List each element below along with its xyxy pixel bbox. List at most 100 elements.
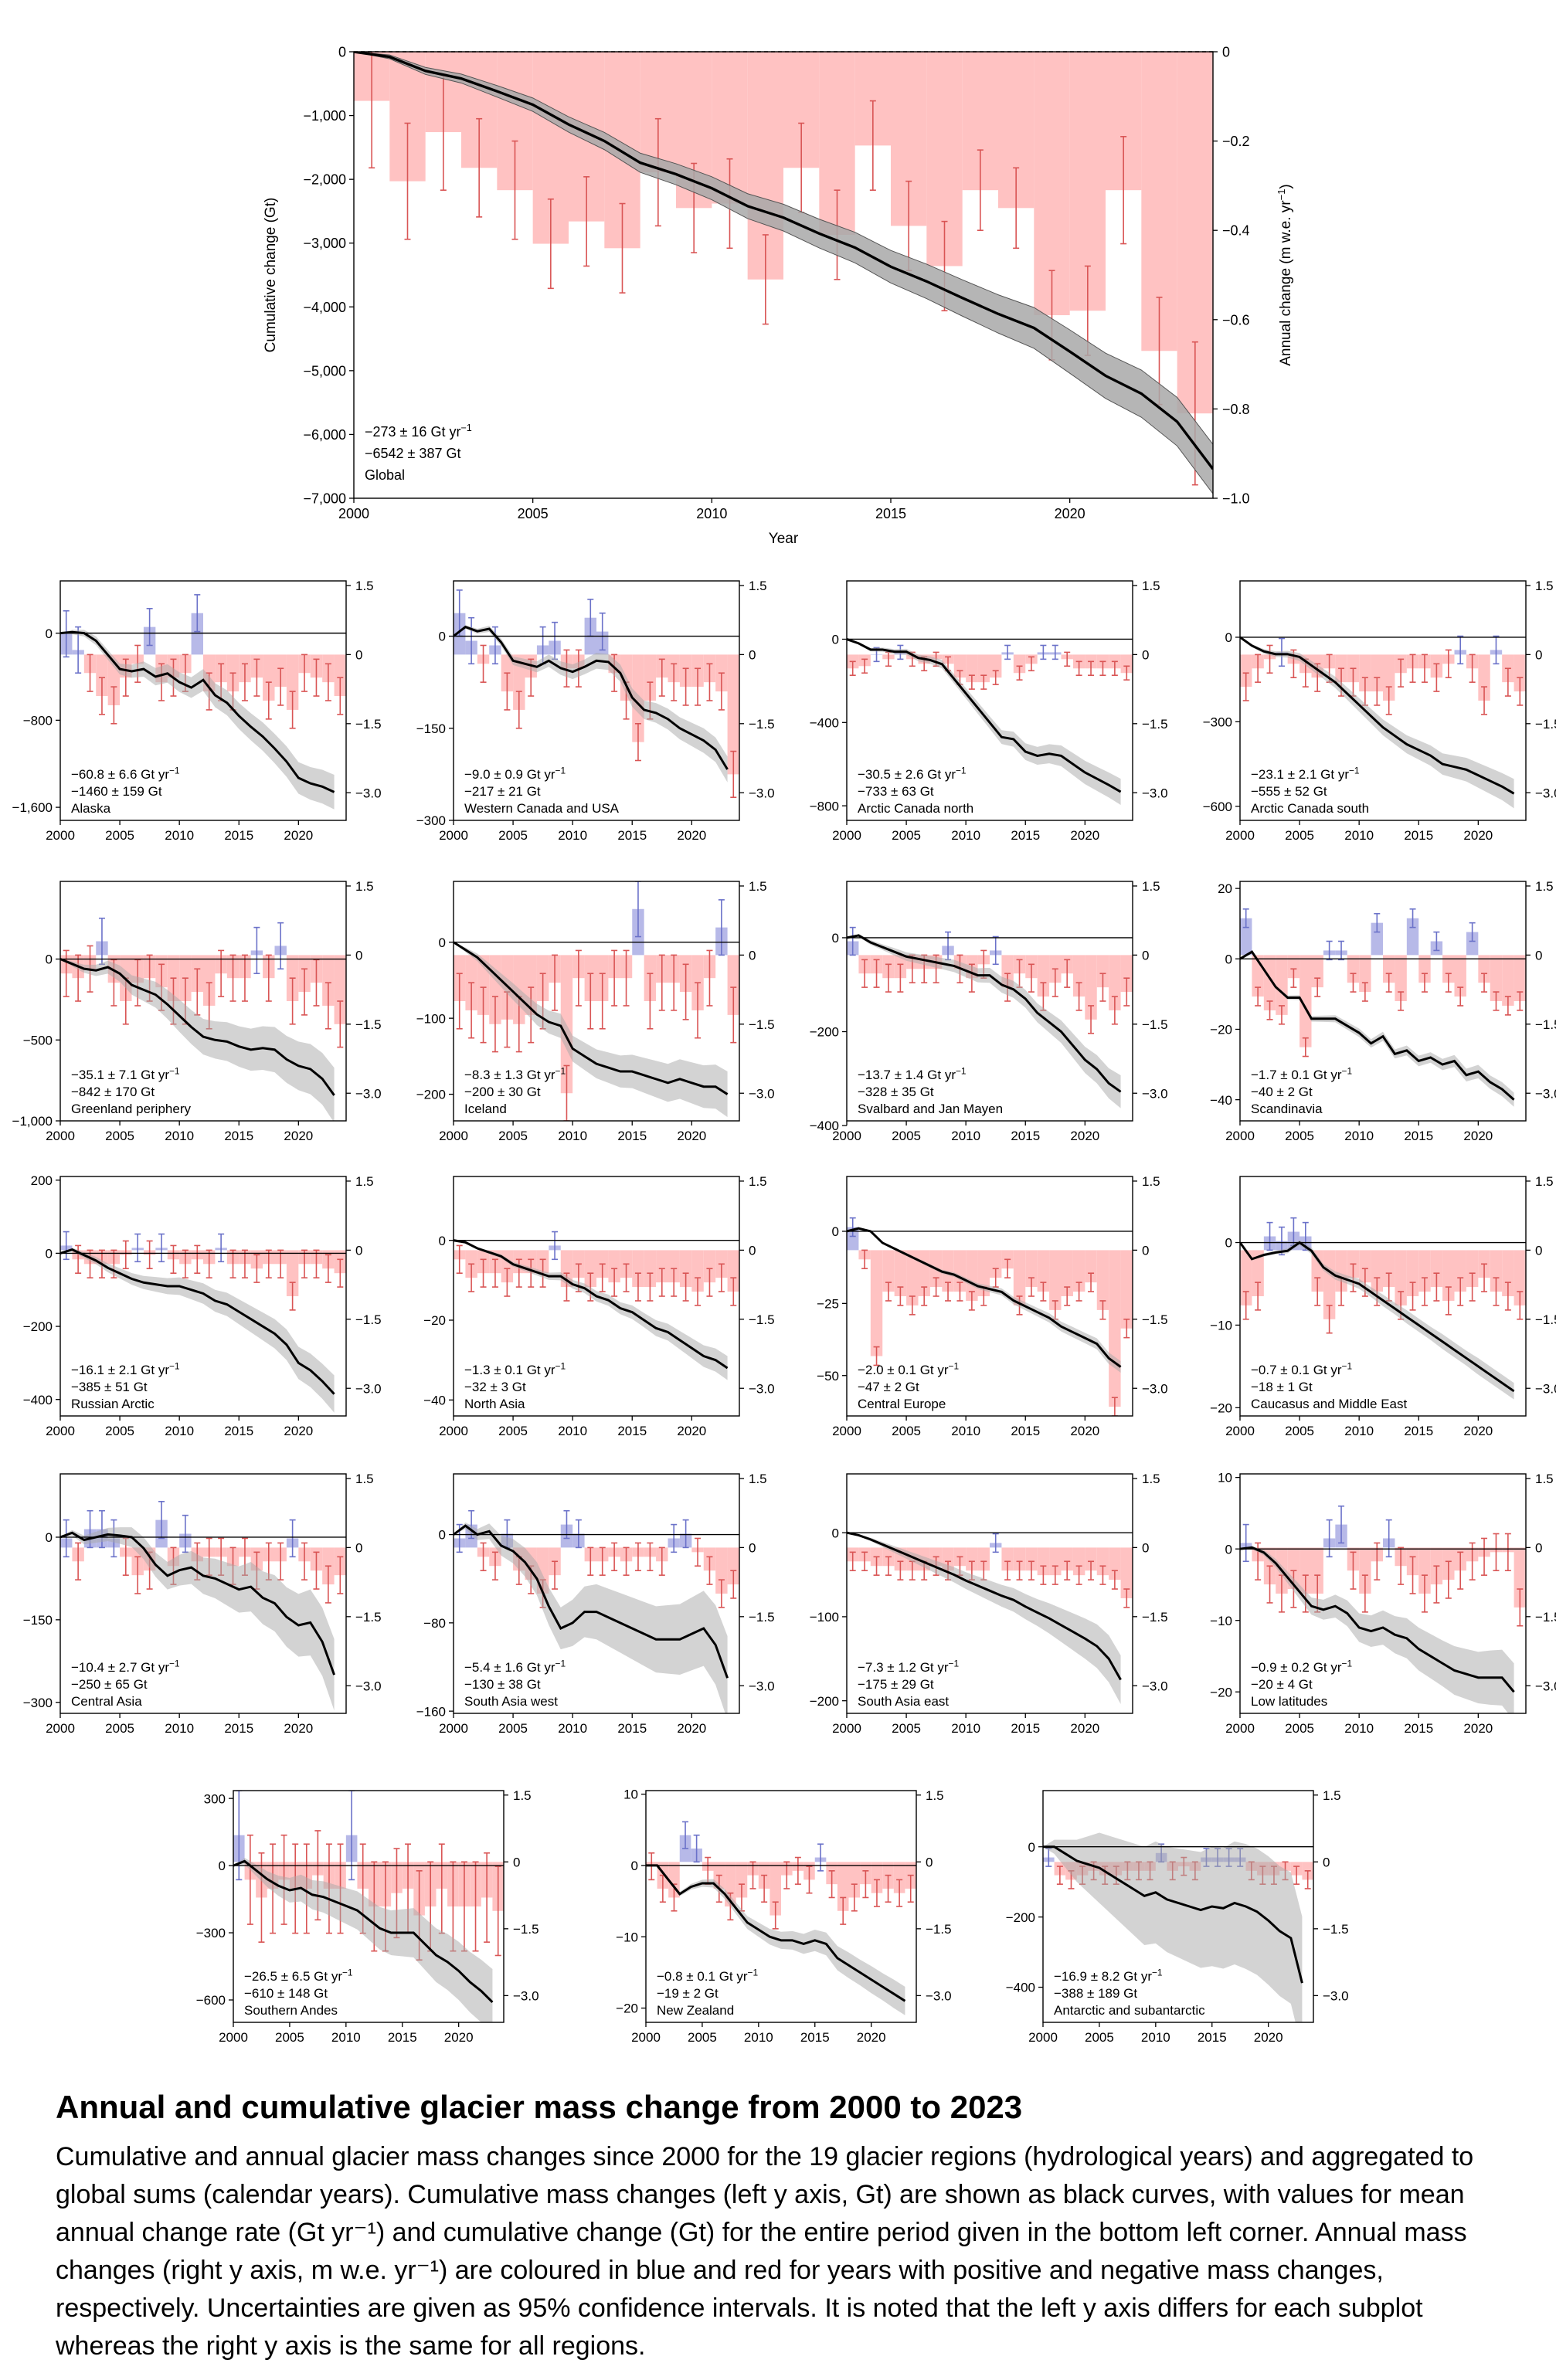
annual-bar: [727, 1250, 739, 1292]
y-right-tick-label: −3.0: [926, 1989, 952, 2004]
y-right-tick-label: 1.5: [749, 1472, 767, 1486]
annual-bar: [953, 654, 967, 678]
x-tick-label: 2000: [1225, 1424, 1255, 1438]
plot-area: [233, 1791, 504, 2022]
x-tick-label: 2020: [1070, 1129, 1099, 1143]
y-tick-label: −100: [416, 1011, 446, 1026]
annual-bar: [1478, 654, 1490, 701]
x-tick-label: 2010: [951, 1424, 980, 1438]
total-label: −200 ± 30 Gt: [464, 1085, 541, 1099]
chart-panel-arctic-canada-south: 0 −300 −600 1.5 0 −1.5 −3.0 2000 2005 2010 2015 202…: [1203, 579, 1556, 843]
x-tick-label: 2015: [224, 1129, 253, 1143]
y-tick-label: 0: [832, 1526, 839, 1540]
x-tick-label: 2015: [1404, 1129, 1433, 1143]
y-right-tick-label: 1.5: [355, 1174, 374, 1189]
cumulative-curve: [233, 1859, 494, 2003]
annual-bar: [1466, 932, 1479, 956]
x-tick-label: 2010: [1344, 1424, 1374, 1438]
annual-bar: [1311, 1547, 1323, 1594]
x-tick-label: 2000: [338, 506, 369, 521]
y-right-tick-label: −3.0: [355, 1679, 382, 1693]
plot-area: [646, 1821, 916, 2015]
y-right-tick-label: −1.5: [749, 1610, 775, 1625]
x-tick-label: 2010: [951, 1129, 980, 1143]
y-right-tick-label: −1.5: [1142, 1017, 1168, 1032]
annual-bar: [1120, 1250, 1133, 1329]
region-label: North Asia: [464, 1397, 525, 1411]
y-right-tick-label: −1.5: [1323, 1922, 1349, 1937]
uncertainty-band: [354, 52, 1213, 494]
y-tick-label: −200: [416, 1088, 446, 1102]
uncertainty-band: [847, 639, 1121, 806]
y-tick-label: 0: [631, 1859, 638, 1873]
plot-frame: [59, 1176, 347, 1417]
x-tick-label: 2000: [439, 828, 468, 843]
annual-bar: [990, 654, 1002, 678]
x-tick-label: 2005: [498, 1721, 528, 1736]
plot-area: [354, 52, 1213, 494]
cumulative-curve: [454, 625, 729, 770]
y-right-tick-label: 1.5: [1535, 1472, 1554, 1486]
cumulative-curve: [646, 1864, 906, 2002]
x-tick-label: 2020: [1055, 506, 1085, 521]
y-right-tick-label: −3.0: [1142, 1679, 1168, 1693]
x-tick-label: 2010: [744, 2030, 773, 2045]
annual-bar: [1383, 654, 1395, 701]
x-tick-label: 2000: [46, 828, 75, 843]
region-label: Caucasus and Middle East: [1251, 1397, 1408, 1411]
x-tick-label: 2010: [1344, 1721, 1374, 1736]
x-tick-label: 2010: [165, 1424, 194, 1438]
y-right-tick-label: 0: [749, 949, 756, 963]
cumulative-curve: [454, 1239, 729, 1370]
y-axis-label: Cumulative change (Gt): [263, 198, 279, 353]
x-tick-label: 2010: [951, 1721, 980, 1736]
x-tick-label: 2000: [46, 1424, 75, 1438]
rate-label: −60.8 ± 6.6 Gt yr−1: [71, 766, 180, 782]
y-tick-label: −50: [817, 1369, 839, 1384]
x-tick-label: 2010: [951, 828, 980, 843]
y-tick-label: 0: [1225, 952, 1232, 966]
plot-frame: [59, 580, 347, 821]
plot-area: [60, 917, 346, 1121]
annual-bar: [1263, 955, 1276, 1010]
x-tick-label: 2010: [558, 1424, 587, 1438]
y-right-tick-label: 1.5: [1142, 1174, 1160, 1189]
y-right-tick-label: 1.5: [749, 879, 767, 894]
y-right-tick-label: −1.5: [926, 1922, 952, 1937]
x-tick-label: 2015: [617, 1721, 647, 1736]
y-tick-label: −200: [810, 1025, 839, 1040]
annual-bar: [1442, 1250, 1455, 1301]
y-tick-label: −10: [616, 1930, 638, 1944]
x-tick-label: 2005: [1285, 1424, 1314, 1438]
y-tick-label: −6,000: [303, 427, 346, 443]
annual-bar: [1072, 1250, 1085, 1292]
plot-area: [847, 926, 1133, 1109]
y-right-tick-label: 0: [355, 648, 362, 663]
y-tick-label: 0: [439, 1234, 446, 1248]
chart-panel-global: 0 −1,000 −2,000 −3,000 −4,000 −5,000 −6,000 −7,…: [263, 44, 1294, 547]
plot-frame: [1239, 1473, 1527, 1714]
region-label: New Zealand: [657, 2003, 734, 2018]
total-label: −19 ± 2 Gt: [657, 1986, 719, 2001]
region-label: Alaska: [71, 801, 111, 816]
x-tick-label: 2005: [892, 1129, 921, 1143]
y-right-tick-label: 1.5: [1323, 1788, 1341, 1803]
y-right-tick-label: 0: [1323, 1855, 1330, 1869]
chart-panel-southern-andes: 300 0 −300 −600 1.5 0 −1.5 −3.0 2000 2005 2010 2015…: [196, 1788, 539, 2045]
y-tick-label: −300: [1203, 715, 1232, 729]
region-label: Iceland: [464, 1102, 507, 1116]
annual-bar: [1502, 955, 1514, 1006]
y-right-tick-label: −3.0: [355, 1381, 382, 1396]
cumulative-curve: [847, 934, 1122, 1093]
annual-bar: [1502, 1250, 1514, 1296]
total-label: −6542 ± 387 Gt: [365, 446, 460, 461]
y-tick-label: 0: [219, 1859, 226, 1873]
y-right-axis-label: Annual change (m w.e. yr−1): [1276, 184, 1294, 366]
annual-bar: [1049, 1250, 1062, 1310]
annual-bar: [1096, 1250, 1109, 1310]
region-label: South Asia west: [464, 1694, 558, 1709]
annual-bar: [1120, 1547, 1133, 1598]
y-right-tick-label: 0: [1142, 949, 1149, 963]
annual-bar: [1061, 1250, 1073, 1296]
annual-bar: [1085, 1547, 1097, 1571]
